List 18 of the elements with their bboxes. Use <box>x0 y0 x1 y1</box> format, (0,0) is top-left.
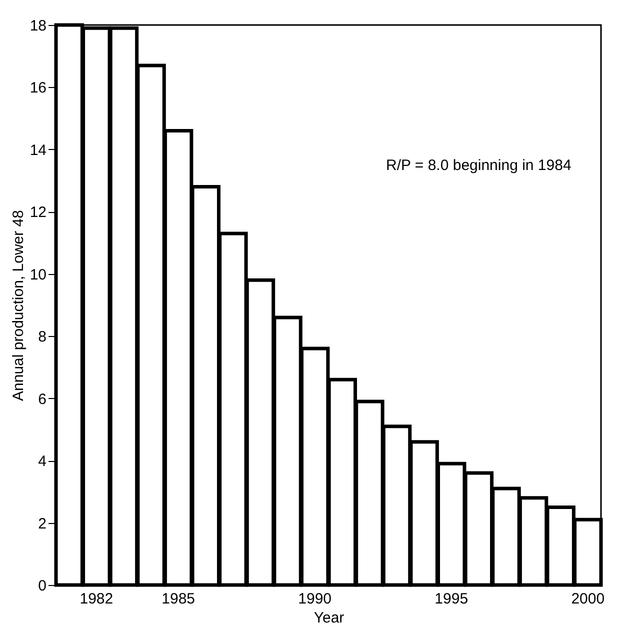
y-tick-label: 4 <box>38 453 46 470</box>
x-tick-label: 1995 <box>434 590 468 608</box>
x-tick-label: 1985 <box>162 590 196 608</box>
x-tick-label: 1990 <box>298 590 332 608</box>
y-axis-title: Annual production, Lower 48 <box>10 210 27 401</box>
y-tick-label: 14 <box>30 142 46 159</box>
y-tick-label: 10 <box>30 266 46 284</box>
y-tick-label: 0 <box>38 578 46 594</box>
y-tick-label: 12 <box>30 204 46 222</box>
y-tick-label: 16 <box>30 80 46 97</box>
y-tick-label: 2 <box>38 515 46 532</box>
x-axis-title: Year <box>314 610 344 626</box>
y-tick-label: 6 <box>38 390 46 408</box>
y-tick-label: 8 <box>38 328 46 346</box>
annotation: R/P = 8.0 beginning in 1984 <box>386 157 572 174</box>
x-tick-label: 2000 <box>571 590 605 608</box>
y-tick-label: 18 <box>30 18 46 34</box>
x-tick-label: 1982 <box>80 590 114 608</box>
